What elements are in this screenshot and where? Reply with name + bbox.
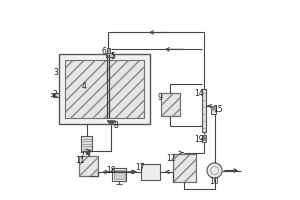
Text: 4: 4 (82, 82, 87, 91)
Text: 17: 17 (135, 163, 145, 172)
Text: 9: 9 (157, 93, 162, 102)
Text: 10: 10 (209, 177, 218, 186)
Bar (53, 93, 58, 97)
Bar (80, 156, 98, 176)
Polygon shape (107, 121, 115, 125)
Bar (80, 156, 98, 176)
Bar (80, 156, 98, 176)
Text: 15: 15 (213, 105, 222, 114)
Bar (202, 89, 206, 132)
Text: 6: 6 (101, 47, 106, 56)
Polygon shape (201, 136, 206, 140)
Bar (82, 136, 92, 151)
Bar (173, 154, 196, 182)
Bar (211, 106, 216, 114)
Text: 3: 3 (54, 68, 59, 77)
Text: 7: 7 (79, 152, 84, 161)
Text: 11: 11 (75, 156, 84, 165)
Text: 14: 14 (194, 89, 204, 98)
Bar (114, 170, 125, 179)
Circle shape (207, 163, 222, 178)
Polygon shape (211, 106, 216, 110)
Bar (202, 135, 206, 142)
Bar (64, 60, 144, 118)
Bar (58, 54, 150, 124)
Bar (106, 53, 113, 57)
Text: 18: 18 (106, 166, 116, 175)
Bar (161, 93, 180, 116)
Bar (161, 93, 180, 116)
Text: 8: 8 (114, 121, 118, 130)
Bar (161, 93, 180, 116)
Text: 12: 12 (167, 154, 176, 163)
Text: 19: 19 (194, 135, 204, 144)
Bar (141, 164, 160, 180)
Text: 5: 5 (111, 52, 116, 61)
Bar (173, 154, 196, 182)
Bar (173, 154, 196, 182)
Bar (107, 48, 110, 53)
Bar (112, 168, 126, 181)
Text: 2: 2 (52, 90, 57, 99)
Bar (64, 60, 144, 118)
